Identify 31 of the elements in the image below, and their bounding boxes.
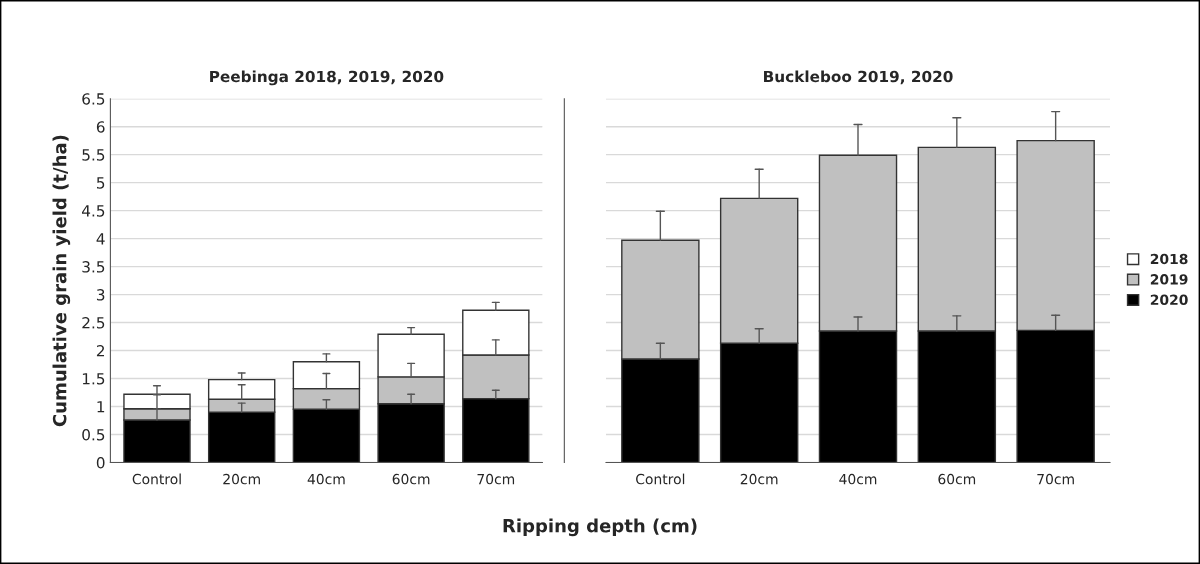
y-tick-label: 4 <box>96 233 105 245</box>
x-tick-label: 20cm <box>223 473 260 485</box>
x-axis-title: Ripping depth (cm) <box>503 518 697 537</box>
y-tick-label: 1.5 <box>82 373 105 385</box>
y-tick-label: 4.5 <box>81 205 105 217</box>
x-tick-label: 70cm <box>477 473 515 485</box>
x-tick-label: 70cm <box>1037 473 1074 485</box>
y-tick-label: 2 <box>96 345 105 357</box>
x-tick-label: 60cm <box>938 473 976 485</box>
y-tick-label: 3.5 <box>82 261 105 273</box>
chart-title: Buckleboo 2019, 2020 <box>764 70 953 85</box>
x-tick-label: 60cm <box>392 473 430 485</box>
chart-title: Peebinga 2018, 2019, 2020 <box>210 70 444 86</box>
x-tick-label: 20cm <box>740 473 778 485</box>
y-tick-label: 3 <box>96 289 105 301</box>
y-tick-label: 6.5 <box>82 93 105 105</box>
legend-label: 2019 <box>1150 274 1188 285</box>
y-tick-label: 0.5 <box>82 428 105 441</box>
x-tick-label: 40cm <box>839 473 877 485</box>
x-tick-label: Control <box>636 473 685 485</box>
y-tick-label: 2.5 <box>82 317 105 329</box>
legend-label: 2020 <box>1150 294 1188 306</box>
y-axis-title: Cumulative grain yield (t/ha) <box>52 135 71 427</box>
x-tick-label: 40cm <box>307 473 345 485</box>
y-tick-label: 0 <box>96 456 105 469</box>
legend-label: 2018 <box>1150 253 1188 265</box>
y-tick-label: 1 <box>97 401 105 413</box>
x-tick-label: Control <box>132 473 181 485</box>
y-tick-label: 6 <box>96 121 105 133</box>
y-tick-label: 5.5 <box>82 149 105 161</box>
y-tick-label: 5 <box>97 177 105 189</box>
